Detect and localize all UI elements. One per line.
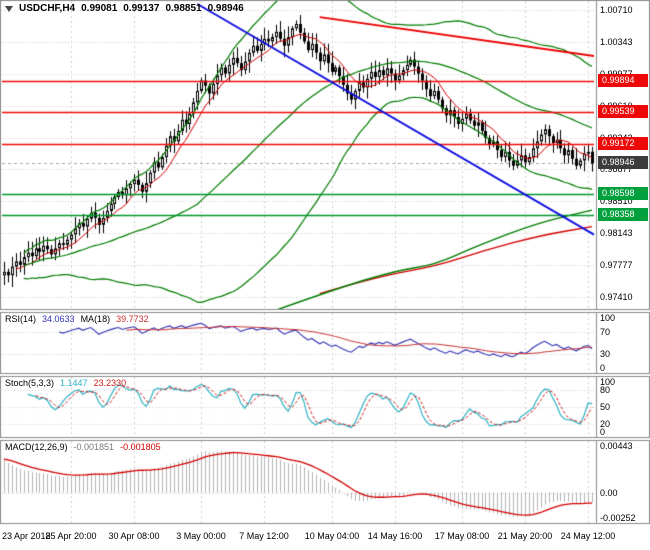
price-flag-current: 0.98946 xyxy=(598,156,648,169)
price-flag-resistance: 0.99539 xyxy=(598,105,648,118)
high-value: 0.99137 xyxy=(123,3,160,14)
price-flag-resistance: 0.99894 xyxy=(598,74,648,87)
rsi-ma-value: 39.7732 xyxy=(116,314,149,324)
stoch-axis-label: 100 xyxy=(600,377,616,387)
price-axis-label: 1.00343 xyxy=(600,37,633,47)
date-label: 3 May 00:00 xyxy=(176,531,226,541)
stoch-params: Stoch(5,3,3) xyxy=(5,378,55,388)
price-axis-label: 0.97410 xyxy=(600,292,633,302)
date-label: 14 May 16:00 xyxy=(367,531,423,541)
date-label: 7 May 12:00 xyxy=(239,531,289,541)
stoch-header: Stoch(5,3,3) 1.1447 23.2330 xyxy=(5,378,126,388)
stoch-axis-label: 80 xyxy=(600,385,611,395)
close-value: 0.98946 xyxy=(207,3,244,14)
date-label: 30 Apr 08:00 xyxy=(108,531,160,541)
rsi-axis-label: 100 xyxy=(600,313,616,323)
chart-menu-icon xyxy=(5,5,13,12)
date-label: 10 May 04:00 xyxy=(304,531,360,541)
rsi-value: 34.0633 xyxy=(42,314,75,324)
rsi-header: RSI(14) 34.0633 MA(18) 39.7732 xyxy=(5,314,149,324)
macd-signal-value: -0.001805 xyxy=(120,442,161,452)
stoch-axis-label: 50 xyxy=(600,402,611,412)
price-flag-support: 0.98358 xyxy=(598,208,648,221)
macd-axis-label: 0.00 xyxy=(600,488,618,498)
date-label: 17 May 08:00 xyxy=(434,531,490,541)
macd-axis-label: 0.00443 xyxy=(600,441,633,451)
stoch-axis-label: 20 xyxy=(600,419,611,429)
rsi-axis-label: 0 xyxy=(600,363,606,373)
chart-header: USDCHF,H4 0.99081 0.99137 0.98851 0.9894… xyxy=(5,3,244,14)
price-flag-support: 0.98598 xyxy=(598,187,648,200)
date-label: 24 May 12:00 xyxy=(560,531,616,541)
rsi-params: RSI(14) xyxy=(5,314,37,324)
price-axis-label: 0.97777 xyxy=(600,260,633,270)
price-axis-label: 0.98510 xyxy=(600,196,633,206)
symbol-timeframe-label: USDCHF,H4 xyxy=(19,3,76,14)
price-axis-label: 0.98143 xyxy=(600,228,633,238)
macd-value: -0.001851 xyxy=(73,442,115,452)
open-value: 0.99081 xyxy=(81,3,118,14)
date-label: 21 May 20:00 xyxy=(497,531,553,541)
price-flag-resistance: 0.99172 xyxy=(598,137,648,150)
rsi-axis-label: 70 xyxy=(600,327,611,337)
macd-header: MACD(12,26,9) -0.001851 -0.001805 xyxy=(5,442,161,452)
price-axis-label: 0.98877 xyxy=(600,164,633,174)
date-label: 25 Apr 20:00 xyxy=(45,531,97,541)
macd-axis-label: -0.00252 xyxy=(600,513,636,523)
low-value: 0.98851 xyxy=(165,3,202,14)
rsi-ma-params: MA(18) xyxy=(80,314,111,324)
stoch-value: 1.1447 xyxy=(60,378,88,388)
macd-params: MACD(12,26,9) xyxy=(5,442,68,452)
rsi-axis-label: 30 xyxy=(600,349,611,359)
stoch-signal-value: 23.2330 xyxy=(93,378,127,388)
stoch-axis-label: 0 xyxy=(600,427,606,437)
date-label: 23 Apr 2018 xyxy=(2,531,51,541)
price-axis-label: 1.00710 xyxy=(600,5,633,15)
